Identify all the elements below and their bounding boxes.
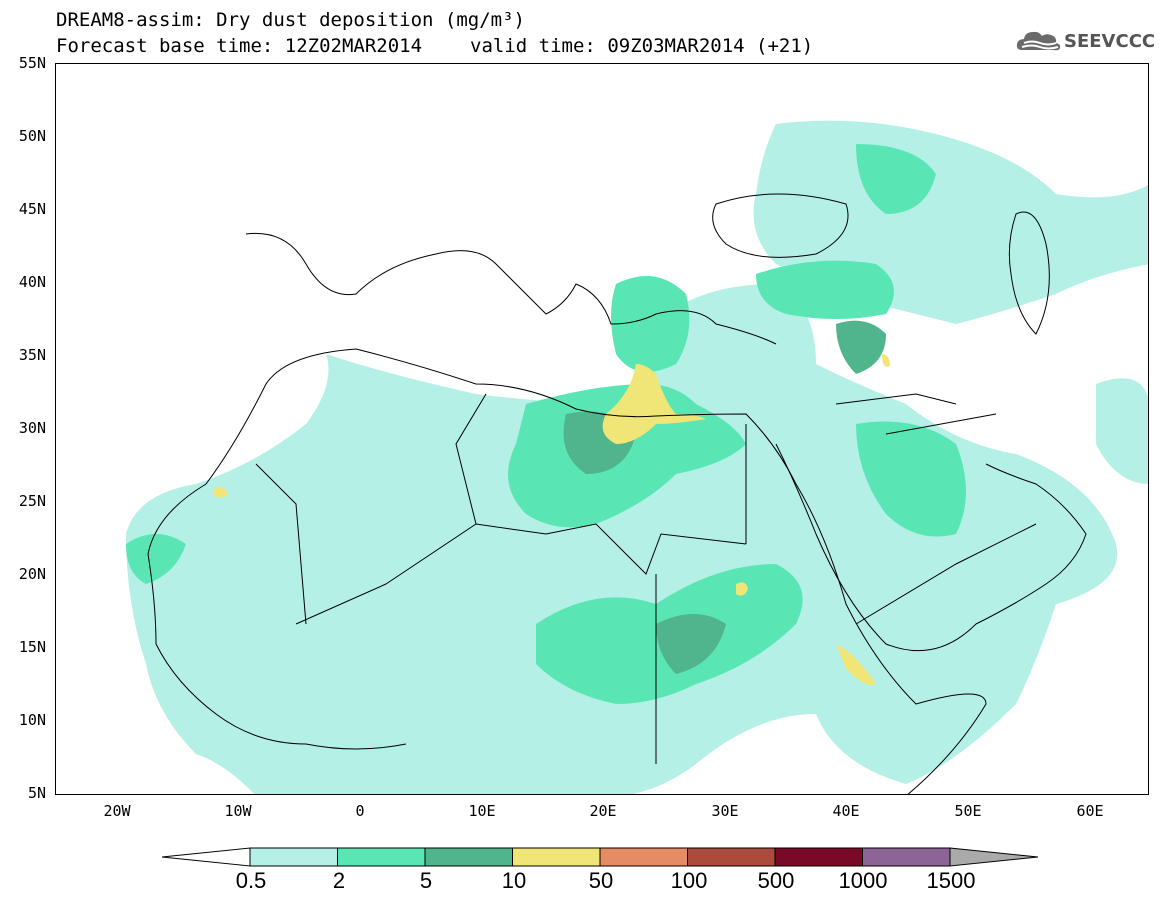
legend-level: 1000 (838, 868, 888, 893)
legend-level: 1500 (926, 868, 976, 893)
legend-level: 500 (757, 868, 795, 893)
colorbar-cell (862, 847, 951, 867)
lat-label: 10N (18, 711, 46, 729)
colorbar-cell (512, 847, 601, 867)
logo-text: SEEVCCC (1064, 31, 1156, 52)
dust-area-yellow (214, 487, 228, 498)
legend-level: 50 (588, 868, 614, 893)
black-sea-coastline (712, 193, 849, 258)
map-panel (55, 63, 1149, 795)
lon-label: 30E (711, 802, 739, 820)
legend-level: 5 (419, 868, 433, 893)
country-borders (255, 393, 1037, 764)
cloud-logo-icon (1016, 31, 1061, 51)
dust-area-yellow (736, 582, 748, 596)
lat-label: 5N (27, 784, 46, 802)
legend-level: 100 (670, 868, 708, 893)
lon-label: 20E (589, 802, 617, 820)
lon-label: 40E (832, 802, 860, 820)
dust-area-medium (611, 276, 690, 372)
colorbar-cell (249, 847, 338, 867)
dust-area-light (126, 284, 1118, 794)
legend-level: 10 (501, 868, 527, 893)
coastlines-and-borders (147, 193, 1087, 794)
legend-level: 0.5 (235, 868, 267, 893)
chart-title: DREAM8-assim: Dry dust deposition (mg/m³… (56, 9, 525, 31)
lon-label: 50E (954, 802, 982, 820)
lat-label: 40N (18, 273, 46, 291)
dust-area-yellow (836, 644, 876, 685)
lat-label: 30N (18, 419, 46, 437)
dust-area-dark (656, 614, 726, 674)
dust-shading (126, 120, 1148, 794)
lat-label: 15N (18, 638, 46, 656)
legend-level: 2 (332, 868, 346, 893)
dust-area-medium (126, 534, 186, 584)
colorbar-cell (424, 847, 513, 867)
lat-label: 45N (18, 200, 46, 218)
base-time: Forecast base time: 12Z02MAR2014 (56, 35, 423, 57)
lon-label: 10E (468, 802, 496, 820)
time-info: Forecast base time: 12Z02MAR2014 valid ti… (56, 36, 813, 56)
colorbar-under-arrow (161, 847, 251, 867)
colorbar-cell (337, 847, 426, 867)
dust-area-yellow (602, 364, 706, 444)
lat-label: 50N (18, 127, 46, 145)
colorbar-cell (599, 847, 688, 867)
colorbar-cell (774, 847, 863, 867)
dust-area-light (1096, 378, 1148, 484)
lon-label: 60E (1076, 802, 1104, 820)
caspian-coastline (1008, 211, 1050, 335)
seevccc-logo: SEEVCCC (1016, 26, 1156, 56)
map-svg (126, 120, 1148, 794)
colorbar (161, 847, 1039, 867)
lat-label: 25N (18, 492, 46, 510)
dust-area-medium (856, 421, 966, 537)
lat-label: 20N (18, 565, 46, 583)
africa-coastline (147, 348, 987, 794)
europe-coastline (245, 232, 777, 345)
dust-area-medium (756, 260, 894, 319)
lon-label: 10W (224, 802, 252, 820)
valid-time: valid time: 09Z03MAR2014 (+21) (470, 35, 814, 57)
lon-label: 0 (355, 802, 365, 820)
lat-label: 55N (18, 54, 46, 72)
dust-area-dark (836, 320, 886, 374)
lat-label: 35N (18, 346, 46, 364)
colorbar-over-arrow (949, 847, 1039, 867)
dust-area-medium (856, 144, 936, 214)
lon-label: 20W (103, 802, 131, 820)
colorbar-cell (687, 847, 776, 867)
dust-area-yellow (882, 354, 890, 367)
arabia-coastline (775, 443, 1087, 652)
